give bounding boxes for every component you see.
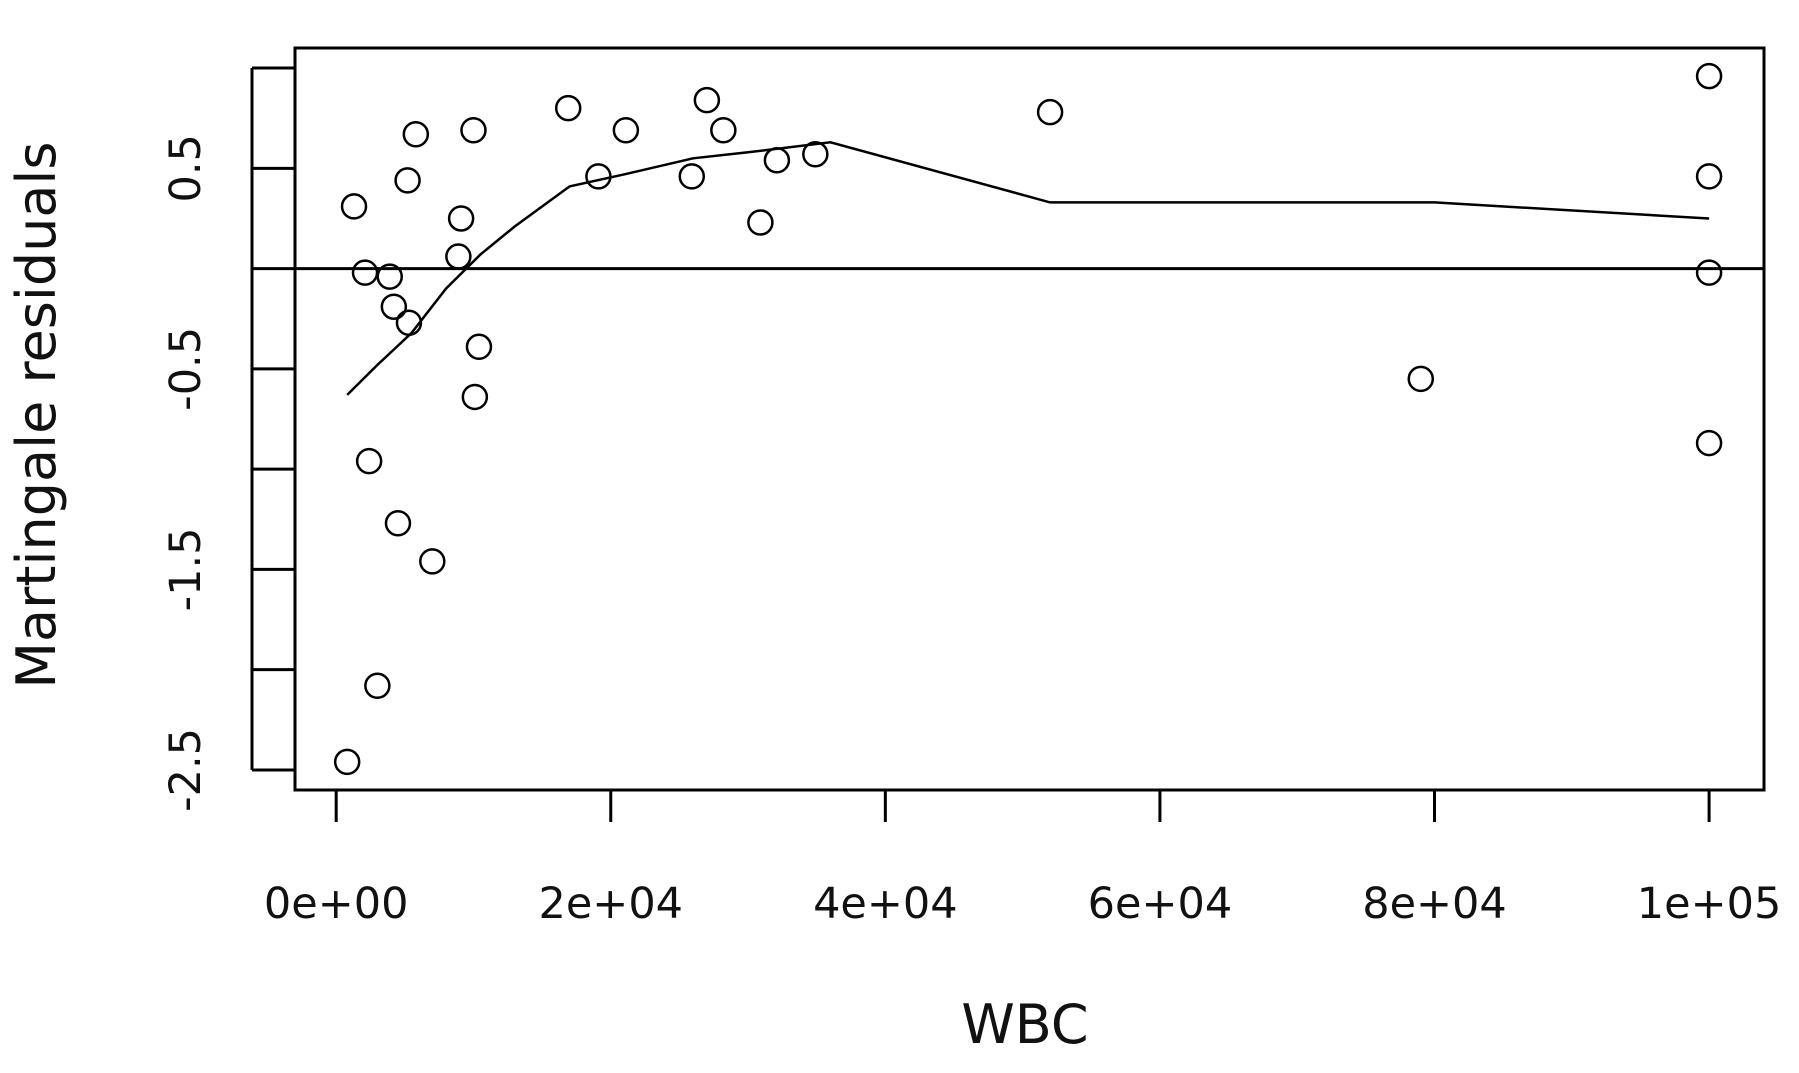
x-tick-label: 0e+00	[264, 879, 409, 929]
y-axis-title: Martingale residuals	[5, 141, 68, 688]
data-point	[355, 447, 383, 475]
smoothed-trend-line	[346, 141, 1710, 396]
data-point	[802, 141, 829, 168]
data-point	[351, 259, 379, 286]
data-point	[465, 333, 493, 361]
data-point	[678, 163, 706, 190]
scatter-points	[333, 62, 1723, 776]
data-point	[710, 116, 737, 144]
data-point	[445, 243, 472, 270]
data-point	[364, 672, 391, 699]
data-point	[395, 309, 423, 336]
data-point	[554, 94, 582, 122]
data-point	[460, 116, 487, 144]
y-tick-label: 0.5	[161, 134, 211, 202]
data-point	[1695, 429, 1723, 457]
data-point	[1036, 98, 1064, 126]
data-point	[1407, 365, 1435, 393]
data-point	[384, 510, 412, 537]
data-point	[1695, 259, 1723, 286]
x-tick-label: 4e+04	[813, 879, 958, 929]
y-tick-label: -2.5	[161, 728, 211, 812]
data-point	[1695, 163, 1723, 190]
x-axis-title: WBC	[961, 993, 1088, 1056]
y-tick-label: -0.5	[161, 327, 211, 411]
x-tick-label: 8e+04	[1362, 879, 1507, 929]
data-point	[394, 167, 421, 194]
data-point	[340, 193, 368, 220]
y-tick-label: -1.5	[161, 527, 211, 611]
plot-frame	[293, 46, 1766, 792]
data-point	[402, 120, 430, 148]
data-point	[763, 147, 791, 174]
data-point	[612, 116, 640, 144]
x-tick-label: 1e+05	[1637, 879, 1782, 929]
data-point	[747, 209, 774, 236]
y-axis: -2.5 -1.5 -0.5 0.5	[161, 66, 295, 812]
data-point	[461, 383, 489, 411]
x-tick-label: 2e+04	[538, 879, 683, 929]
data-point	[333, 748, 361, 776]
data-point	[380, 293, 408, 320]
x-tick-label: 6e+04	[1088, 879, 1233, 929]
data-point	[1695, 62, 1723, 90]
data-point	[419, 548, 446, 575]
x-axis: 0e+00 2e+04 4e+04 6e+04 8e+04 1e+05	[264, 788, 1782, 929]
data-point	[585, 163, 612, 190]
data-point	[447, 205, 475, 232]
data-point	[693, 86, 721, 114]
data-point	[376, 263, 403, 290]
